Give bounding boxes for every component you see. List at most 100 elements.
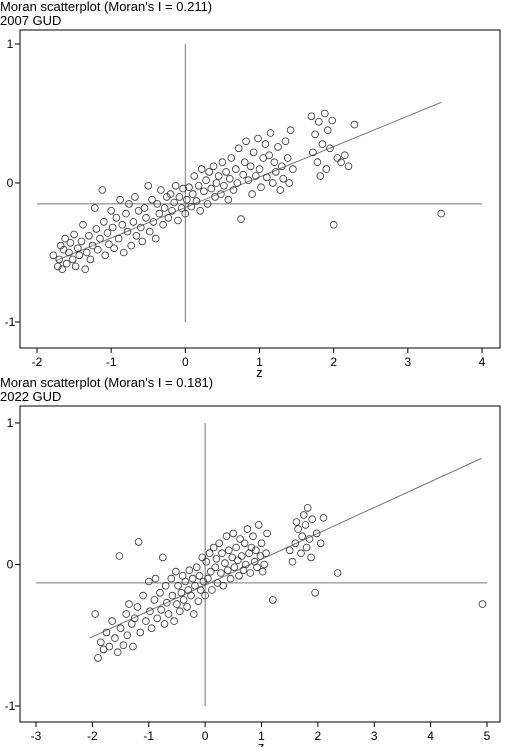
data-point bbox=[159, 220, 167, 229]
data-point bbox=[244, 176, 253, 185]
data-point bbox=[276, 186, 285, 194]
data-point bbox=[62, 259, 71, 268]
data-point bbox=[129, 218, 138, 226]
data-point bbox=[151, 234, 160, 243]
data-point bbox=[212, 179, 221, 187]
data-point bbox=[270, 158, 279, 167]
data-point bbox=[132, 232, 141, 240]
data-point bbox=[302, 543, 311, 552]
data-point bbox=[96, 234, 104, 243]
data-point bbox=[294, 525, 302, 533]
data-point bbox=[82, 248, 91, 257]
data-point bbox=[322, 165, 331, 173]
data-point bbox=[190, 610, 198, 618]
data-point bbox=[94, 245, 102, 254]
data-point bbox=[122, 610, 130, 618]
data-point bbox=[196, 207, 205, 215]
data-point bbox=[156, 589, 164, 597]
data-point bbox=[115, 552, 124, 560]
data-point bbox=[173, 600, 181, 608]
data-point bbox=[281, 137, 290, 146]
data-point bbox=[151, 574, 160, 583]
data-point bbox=[232, 165, 240, 173]
data-point bbox=[201, 591, 209, 600]
x-axis-label: z bbox=[256, 365, 263, 380]
data-point bbox=[204, 574, 212, 583]
data-point bbox=[144, 182, 153, 190]
data-point bbox=[218, 158, 227, 167]
data-point bbox=[192, 197, 201, 205]
data-point bbox=[249, 148, 258, 157]
data-point bbox=[229, 529, 238, 538]
data-point bbox=[249, 532, 257, 541]
data-point bbox=[113, 648, 122, 657]
data-point bbox=[268, 596, 277, 604]
data-point bbox=[323, 126, 332, 134]
data-point bbox=[176, 607, 184, 616]
data-point bbox=[102, 628, 111, 637]
data-point bbox=[221, 559, 229, 567]
data-point bbox=[85, 232, 93, 240]
data-point bbox=[129, 642, 137, 651]
x-tick-label: 5 bbox=[484, 729, 491, 743]
data-point bbox=[196, 586, 205, 594]
data-point bbox=[140, 204, 149, 212]
data-point bbox=[136, 628, 145, 637]
data-point bbox=[237, 215, 245, 223]
data-point bbox=[320, 109, 329, 118]
data-point bbox=[208, 586, 216, 594]
data-point bbox=[153, 614, 162, 623]
x-tick-label: -1 bbox=[143, 729, 154, 743]
data-point bbox=[66, 239, 75, 247]
data-point bbox=[86, 255, 95, 264]
data-point bbox=[119, 641, 128, 650]
x-tick-label: 2 bbox=[315, 729, 322, 743]
chart-panel-2022: Moran scatterplot (Moran's I = 0.181) 20… bbox=[0, 376, 505, 747]
data-point bbox=[145, 577, 153, 586]
data-point bbox=[262, 549, 270, 558]
data-point bbox=[181, 209, 190, 218]
data-point bbox=[171, 182, 180, 190]
data-point bbox=[211, 563, 220, 572]
data-point bbox=[125, 600, 133, 608]
data-point bbox=[298, 532, 306, 541]
data-point bbox=[225, 546, 233, 555]
data-point bbox=[55, 255, 64, 264]
y-tick-label: -1 bbox=[5, 315, 16, 329]
data-point bbox=[111, 634, 119, 642]
data-point bbox=[283, 154, 292, 162]
data-point bbox=[167, 574, 176, 583]
data-point bbox=[170, 198, 179, 207]
data-point bbox=[289, 165, 297, 173]
data-point bbox=[174, 216, 182, 225]
data-point bbox=[329, 220, 338, 229]
data-point bbox=[217, 569, 225, 577]
data-point bbox=[235, 572, 243, 580]
data-point bbox=[194, 597, 203, 606]
data-point bbox=[77, 237, 86, 246]
data-point bbox=[145, 227, 154, 236]
data-point bbox=[326, 144, 334, 153]
y-tick-label: 0 bbox=[7, 558, 14, 572]
data-point bbox=[172, 567, 180, 576]
data-point bbox=[263, 529, 271, 538]
chart-title: Moran scatterplot (Moran's I = 0.211) bbox=[0, 0, 213, 14]
data-point bbox=[205, 549, 214, 558]
data-point bbox=[308, 515, 317, 524]
x-tick-label: 3 bbox=[404, 355, 411, 369]
data-point bbox=[292, 518, 301, 526]
x-tick-label: 1 bbox=[258, 729, 265, 743]
data-point bbox=[94, 654, 102, 662]
data-point bbox=[79, 220, 87, 229]
data-point bbox=[98, 186, 107, 194]
data-point bbox=[142, 617, 150, 625]
data-point bbox=[224, 195, 233, 204]
data-point bbox=[248, 190, 256, 198]
data-point bbox=[212, 555, 221, 563]
data-point bbox=[223, 566, 232, 575]
data-point bbox=[160, 204, 169, 212]
x-tick-label: 0 bbox=[182, 355, 189, 369]
y-tick-label: 1 bbox=[7, 37, 14, 51]
data-point bbox=[243, 525, 252, 533]
data-point bbox=[437, 209, 446, 218]
